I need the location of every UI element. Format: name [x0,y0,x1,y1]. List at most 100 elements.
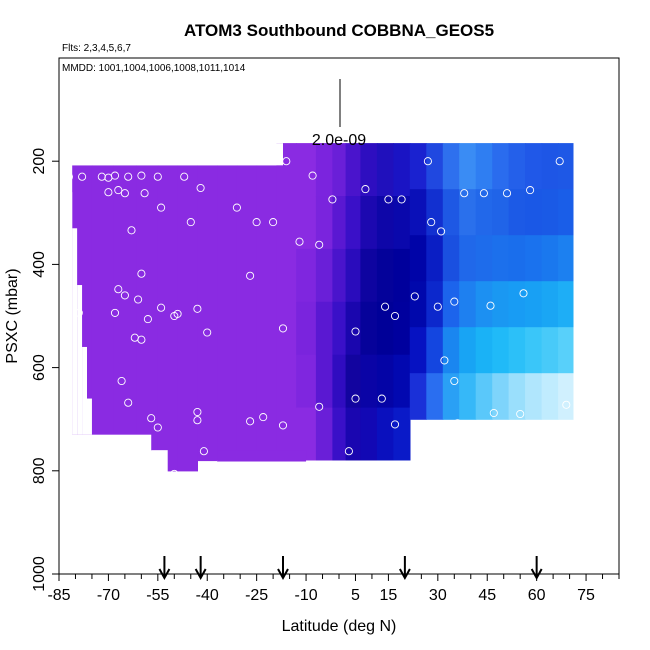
field-cell [525,143,543,190]
field-cell [508,235,526,282]
field-cell [409,235,427,282]
observation-point [295,237,304,246]
observation-point [308,171,317,180]
field-cell [256,165,277,462]
observation-point [315,240,324,249]
observation-point [381,302,390,311]
field-cell [475,281,493,328]
field-cell [492,235,510,282]
field-mask [77,285,83,435]
field-cell [113,165,138,436]
x-tick-label: 75 [577,587,595,604]
field-cell [376,407,394,462]
field-cell [525,327,543,374]
field-cell [409,327,427,374]
scale-key: 2.0e-09 [312,79,366,149]
field-mask [72,228,78,435]
field-cell [296,248,317,303]
x-tick-label: -85 [47,587,70,604]
field-cell [492,373,510,420]
field-cell [442,373,460,420]
field-cell [525,373,543,420]
observation-point [173,309,182,318]
observation-point [147,414,156,423]
y-axis: 200 400 600 800 1000 [31,148,59,592]
field-cell [197,165,218,462]
observation-point [502,189,512,198]
field-cell [426,189,444,236]
field-cell [525,281,543,328]
observation-point [377,394,386,403]
field-cell [558,143,574,190]
observation-point [110,171,120,180]
observation-point [351,327,360,336]
observation-point [479,189,488,198]
field-cell [345,143,361,197]
field-cell [315,196,333,250]
field-cell [332,354,347,409]
field-cell [136,165,159,451]
field-cell [442,281,460,328]
observation-point [186,218,195,227]
x-axis: -85 -70 -55 -40 -25 -10 5 15 30 45 60 75 [47,574,620,604]
field-cell [276,143,297,461]
x-tick-label: -10 [294,587,317,604]
field-mask [151,450,168,482]
observation-point [124,398,133,407]
field-cell [376,301,394,356]
field-cell [157,165,179,472]
observation-point [450,376,459,386]
field-cell [332,301,347,356]
x-tick-label: 45 [478,587,496,604]
field-cell [315,354,333,409]
field-cell [360,354,378,409]
field-cell [558,373,574,420]
field-cell [525,235,543,282]
field-cell [376,143,394,197]
field-cell [558,235,574,282]
observation-point [114,186,123,195]
observation-point [180,172,189,181]
field-cell [475,373,493,420]
observation-point [460,189,469,198]
observation-point [157,303,166,312]
observation-point [278,421,288,430]
observation-point [390,420,400,429]
scale-key-label: 2.0e-09 [312,132,366,149]
observation-point [526,186,535,195]
field-mask [59,143,283,166]
field-cell [459,373,477,420]
field-cell [508,143,526,190]
observation-point [120,189,129,198]
flight-arrow-head [194,568,207,581]
field-cell [492,189,510,236]
observation-point [74,308,83,317]
field-cell [393,143,411,197]
y-axis-label: PSXC (mbar) [4,268,21,363]
observation-point [410,292,419,301]
observation-point [516,409,525,419]
observation-point [282,157,291,166]
observation-point [351,394,360,403]
field-cell [360,196,378,250]
field-cell [508,189,526,236]
field-cell [393,407,411,462]
y-tick-label: 1000 [31,556,48,592]
field-cell [332,248,347,303]
field-cell [525,189,543,236]
field-cell [541,189,559,236]
field-cell [492,281,510,328]
observation-point [486,301,495,310]
field-cell [217,165,238,462]
observation-point [397,195,406,204]
observation-point [170,469,179,478]
x-tick-label: 15 [380,587,398,604]
observation-point [390,311,400,321]
field-cell [296,196,317,250]
field-cell [508,281,526,328]
observation-point [117,376,126,386]
y-tick-label: 800 [31,457,48,484]
field-mask [82,346,87,435]
field-cell [360,248,378,303]
observation-point [137,335,146,344]
